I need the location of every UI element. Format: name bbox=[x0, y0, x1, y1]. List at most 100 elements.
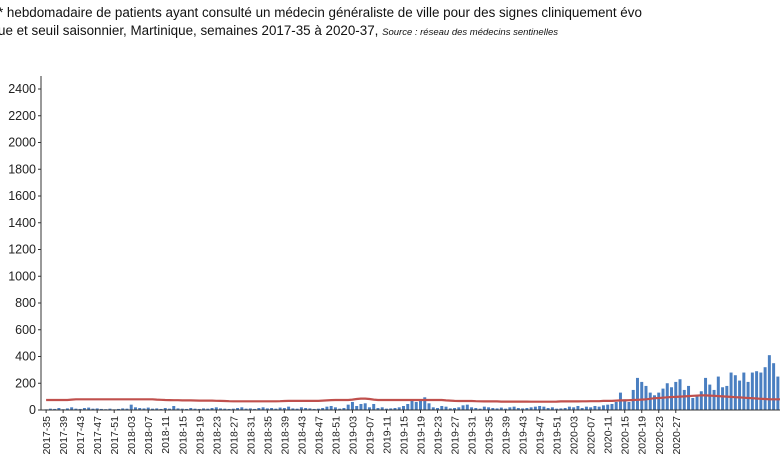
x-tick-label: 2018-39 bbox=[279, 416, 291, 455]
bar bbox=[397, 407, 401, 410]
bar bbox=[146, 407, 150, 410]
bar bbox=[333, 407, 337, 410]
x-tick-label: 2020-19 bbox=[637, 416, 649, 455]
bar bbox=[597, 406, 601, 410]
x-tick-label: 2018-43 bbox=[296, 416, 308, 455]
bar bbox=[350, 401, 354, 410]
bar bbox=[193, 408, 197, 410]
bar bbox=[321, 407, 325, 410]
threshold-series bbox=[46, 394, 780, 403]
bar bbox=[559, 408, 563, 410]
x-axis: 2017-35 2017-39 2017-43 2017-47 2017-51 2018-… bbox=[41, 409, 780, 455]
x-tick-label: 2018-23 bbox=[211, 416, 223, 455]
bar bbox=[738, 380, 742, 410]
x-tick-label: 2019-35 bbox=[484, 416, 496, 455]
x-tick-label: 2019-51 bbox=[552, 416, 564, 455]
bar bbox=[487, 407, 491, 410]
bar bbox=[614, 401, 618, 410]
bar bbox=[393, 407, 397, 410]
bar bbox=[776, 376, 780, 410]
bar bbox=[687, 385, 691, 410]
bar bbox=[716, 376, 720, 410]
bar bbox=[584, 406, 588, 410]
bar bbox=[142, 408, 146, 410]
x-tick-label: 2017-51 bbox=[109, 416, 121, 455]
bar bbox=[699, 391, 703, 410]
bar bbox=[197, 408, 201, 410]
bar bbox=[91, 408, 95, 410]
bar bbox=[704, 377, 708, 410]
bar bbox=[133, 407, 137, 410]
y-tick-label: 1800 bbox=[8, 162, 36, 176]
bar bbox=[635, 377, 639, 410]
bar bbox=[589, 407, 593, 410]
bar bbox=[542, 406, 546, 410]
bar bbox=[223, 408, 227, 410]
bar bbox=[295, 408, 299, 410]
bar bbox=[708, 384, 712, 410]
bar bbox=[163, 407, 167, 410]
x-tick-label: 2019-39 bbox=[501, 416, 513, 455]
bar bbox=[436, 407, 440, 410]
bar bbox=[121, 408, 125, 410]
x-tick-label: 2020-27 bbox=[671, 416, 683, 455]
bar bbox=[465, 404, 469, 410]
bar bbox=[240, 407, 244, 410]
bar bbox=[342, 407, 346, 410]
bar bbox=[82, 407, 86, 410]
bar bbox=[57, 407, 61, 410]
bar bbox=[508, 407, 512, 410]
bar bbox=[419, 400, 422, 410]
x-tick-label: 2018-15 bbox=[177, 416, 189, 455]
bar bbox=[282, 407, 286, 410]
bar bbox=[257, 407, 261, 410]
y-tick-label: 1000 bbox=[8, 269, 36, 283]
bar bbox=[470, 407, 474, 410]
bar bbox=[648, 392, 652, 410]
bar bbox=[627, 401, 631, 410]
bar bbox=[384, 408, 388, 410]
bar bbox=[516, 407, 520, 410]
x-tick-label: 2019-15 bbox=[399, 416, 411, 455]
bar bbox=[367, 407, 371, 410]
x-tick-label: 2019-47 bbox=[535, 416, 547, 455]
x-tick-label: 2018-03 bbox=[126, 416, 138, 455]
bar bbox=[159, 408, 163, 410]
bar bbox=[248, 408, 252, 410]
bar bbox=[653, 395, 656, 410]
bar bbox=[189, 407, 193, 410]
bar bbox=[478, 408, 482, 410]
bar bbox=[593, 405, 597, 410]
bar bbox=[53, 408, 57, 410]
bar bbox=[410, 399, 414, 410]
bar bbox=[65, 408, 69, 410]
bar bbox=[767, 355, 771, 410]
bar bbox=[231, 408, 235, 410]
bar bbox=[287, 406, 291, 410]
x-tick-label: 2018-51 bbox=[330, 416, 342, 455]
bar bbox=[550, 407, 554, 410]
bar bbox=[721, 387, 725, 410]
bar bbox=[116, 408, 120, 410]
bar bbox=[129, 404, 133, 410]
x-tick-label: 2019-11 bbox=[382, 416, 394, 454]
bar bbox=[695, 395, 699, 410]
bar bbox=[529, 407, 533, 410]
bar bbox=[772, 363, 776, 410]
bar bbox=[338, 408, 342, 410]
x-tick-label: 2017-35 bbox=[41, 416, 53, 455]
y-axis: 0 200 400 600 800 1000 1200 1400 1600 1800 2000 220… bbox=[8, 76, 42, 417]
bar bbox=[265, 408, 269, 410]
bar bbox=[623, 399, 627, 410]
bar bbox=[538, 405, 542, 410]
source-note: Source : réseau des médecins sentinelles bbox=[382, 27, 558, 38]
bar bbox=[261, 407, 265, 410]
bar bbox=[525, 407, 529, 410]
x-tick-label: 2019-31 bbox=[467, 416, 479, 455]
x-tick-label: 2019-23 bbox=[433, 416, 445, 455]
x-tick-label: 2018-47 bbox=[313, 416, 325, 455]
bar bbox=[180, 408, 184, 410]
x-tick-label: 2019-07 bbox=[365, 416, 377, 455]
bar bbox=[402, 405, 405, 410]
